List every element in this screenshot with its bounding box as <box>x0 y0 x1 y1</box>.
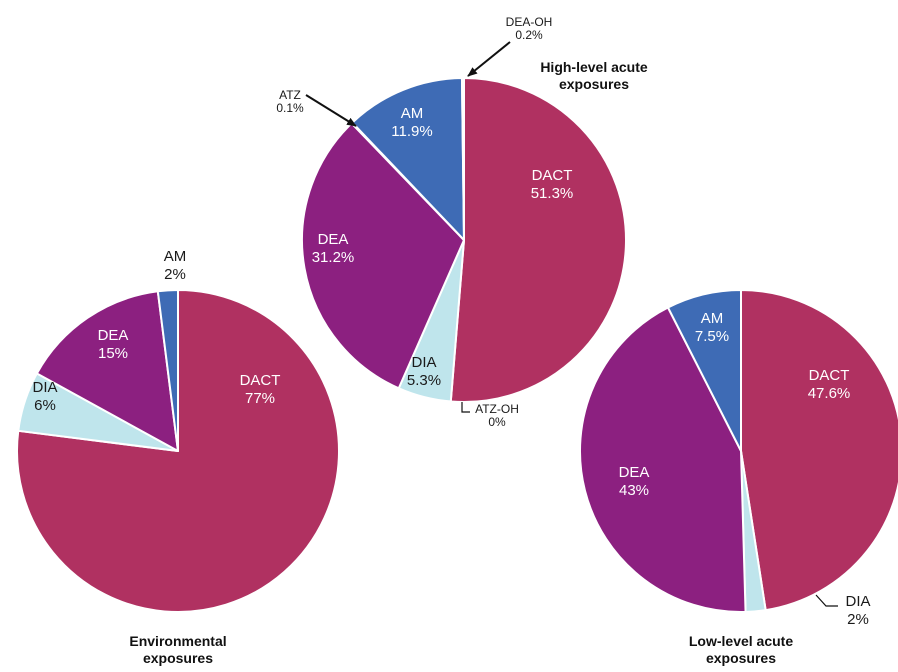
chart-title-high-level: High-level acute exposures <box>540 59 648 92</box>
data-label-dia-environmental: DIA 6% <box>32 379 57 414</box>
slice-dact-low-level <box>740 289 898 612</box>
slice-am-high-level <box>351 77 465 241</box>
leader-line-low-level-0 <box>815 594 838 607</box>
data-label-am-low-level: AM 7.5% <box>695 310 729 345</box>
leader-line-high-level-0 <box>305 94 357 127</box>
data-label-dea-oh-high-level: DEA-OH 0.2% <box>506 15 553 42</box>
chart-title-low-level: Low-level acute exposures <box>689 633 793 666</box>
data-label-dact-environmental: DACT 77% <box>240 372 281 407</box>
slice-am-low-level <box>666 289 742 452</box>
data-label-atz-oh-high-level: ATZ-OH 0% <box>475 402 519 429</box>
leader-line-high-level-1 <box>467 41 511 77</box>
data-label-am-environmental: AM 2% <box>164 248 187 283</box>
slice-dea-oh-high-level <box>460 76 465 241</box>
data-label-am-high-level: AM 11.9% <box>391 105 432 140</box>
chart-title-environmental: Environmental exposures <box>129 633 226 666</box>
pie-high-level: DACT 51.3% DIA 5.3% DEA 31.2% AM 11.9% ATZ 0.1% DE… <box>276 15 648 429</box>
data-label-dia-low-level: DIA 2% <box>845 593 870 628</box>
pie-low-level: DACT 47.6% DIA 2% DEA 43% AM 7.5% Low-level acut… <box>578 289 898 666</box>
data-label-dea-high-level: DEA 31.2% <box>312 231 355 266</box>
slice-dea-low-level <box>578 306 747 613</box>
pie-environmental: DACT 77% DIA 6% DEA 15% AM 2% Environmental expos… <box>16 248 340 666</box>
slice-am-environmental <box>156 289 179 452</box>
data-label-dia-high-level: DIA 5.3% <box>407 354 441 389</box>
data-label-dact-high-level: DACT 51.3% <box>531 167 574 202</box>
slice-dea-high-level <box>301 122 465 390</box>
data-label-dea-environmental: DEA 15% <box>98 327 129 362</box>
slice-dea-environmental <box>35 290 179 452</box>
data-label-atz-high-level: ATZ 0.1% <box>276 88 304 115</box>
data-label-dea-low-level: DEA 43% <box>619 464 650 499</box>
slice-dact-high-level <box>449 77 627 403</box>
leader-line-high-level-2 <box>461 402 470 413</box>
data-label-dact-low-level: DACT 47.6% <box>808 367 851 402</box>
